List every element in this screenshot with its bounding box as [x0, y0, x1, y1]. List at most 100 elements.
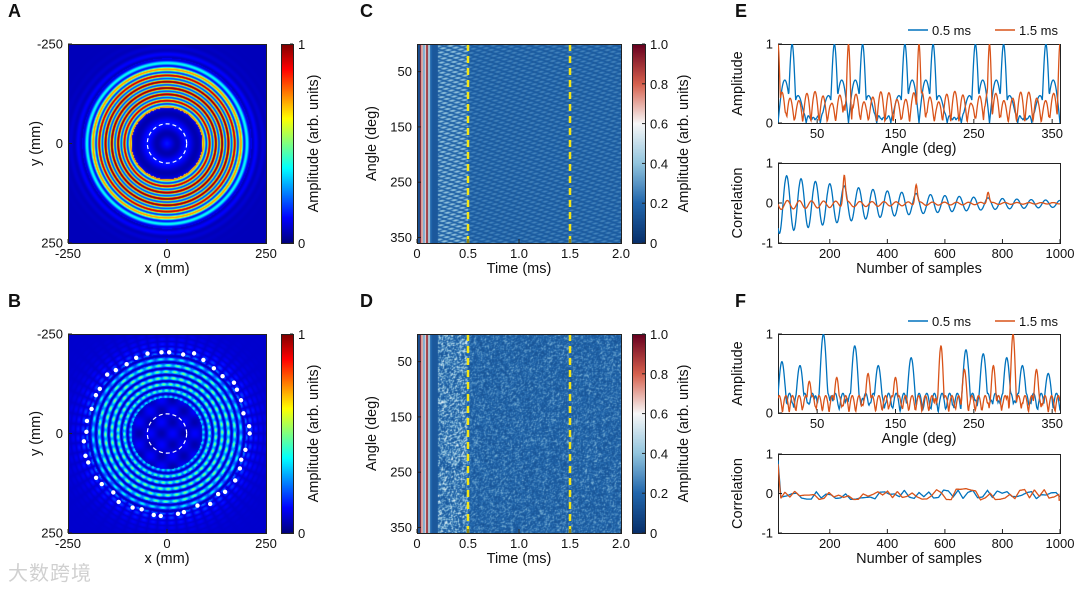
- colorbar: [281, 44, 293, 243]
- transducer-dot: [158, 513, 163, 519]
- x-tick-label: 0: [413, 536, 420, 551]
- y-axis-label: Angle (deg): [364, 396, 380, 471]
- x-tick-label: 200: [819, 536, 841, 551]
- y-tick-label: 50: [398, 354, 412, 369]
- y-axis-label: y (mm): [28, 411, 44, 456]
- transducer-dot: [99, 481, 104, 487]
- y-axis-label: Correlation: [730, 168, 746, 239]
- colorbar: [632, 44, 645, 243]
- colorbar-tick-label: 0.6: [650, 407, 668, 422]
- y-tick-label: 0: [766, 406, 773, 421]
- plot-frame: [417, 334, 622, 534]
- watermark-text: 大数跨境: [8, 561, 92, 585]
- transducer-dot: [239, 457, 244, 462]
- dashed-circle: [146, 123, 188, 164]
- watermark: 大数跨境: [8, 557, 92, 586]
- y-tick-label: 350: [390, 230, 412, 245]
- transducer-dot: [104, 372, 110, 377]
- x-tick-label: 0: [163, 246, 170, 261]
- y-tick-label: 250: [41, 526, 63, 541]
- x-tick-label: 50: [810, 126, 824, 141]
- transducer-dot: [166, 350, 172, 355]
- colorbar-tick-label: 0: [298, 526, 305, 541]
- x-tick-label: 1.0: [510, 536, 528, 551]
- y-tick-label: 0: [56, 136, 63, 151]
- colorbar-tick-label: 0: [650, 526, 657, 541]
- transducer-dot: [234, 387, 240, 392]
- transducer-dot: [220, 374, 225, 379]
- series-line-1-5-ms: [778, 464, 1060, 502]
- transducer-dot: [84, 429, 89, 435]
- colorbar-tick-label: 0.4: [650, 156, 668, 171]
- legend-label: 0.5 ms: [932, 314, 972, 329]
- colorbar-tick-label: 0.2: [650, 486, 668, 501]
- dashed-circle: [146, 413, 188, 454]
- transducer-dot: [175, 511, 181, 517]
- y-tick-label: 0: [766, 486, 773, 501]
- panel-letter-d: D: [360, 291, 373, 311]
- x-tick-label: 0: [413, 246, 420, 261]
- transducer-dot: [243, 447, 248, 453]
- transducer-dot: [84, 418, 90, 424]
- heatmap-c: [417, 44, 621, 243]
- series-line-1-5-ms: [778, 44, 1060, 123]
- x-tick-label: 800: [992, 536, 1014, 551]
- y-tick-label: -1: [761, 236, 773, 251]
- transducer-dot: [139, 507, 144, 512]
- colorbar-frame: [281, 44, 294, 244]
- x-axis-label: Angle (deg): [882, 141, 957, 157]
- x-tick-label: 250: [255, 536, 277, 551]
- x-tick-label: 1.5: [561, 536, 579, 551]
- x-tick-label: 1.0: [510, 246, 528, 261]
- transducer-dot: [130, 505, 135, 510]
- transducer-dot: [145, 351, 150, 356]
- x-tick-label: 2.0: [612, 246, 630, 261]
- colorbar-tick-label: 0.8: [650, 77, 668, 92]
- x-tick-label: 0.5: [459, 536, 477, 551]
- x-tick-label: 200: [819, 246, 841, 261]
- y-tick-label: -1: [761, 526, 773, 541]
- colorbar: [281, 334, 293, 533]
- x-tick-label: 150: [885, 126, 907, 141]
- transducer-dot: [181, 509, 187, 515]
- transducer-dot: [83, 453, 88, 458]
- amplitude-map-b: [68, 334, 266, 533]
- x-tick-label: 0.5: [459, 246, 477, 261]
- transducer-dot: [116, 499, 121, 505]
- transducer-dot: [93, 392, 99, 398]
- transducer-dot: [222, 489, 228, 494]
- colorbar-frame: [632, 334, 646, 534]
- panel-letter-f: F: [735, 291, 746, 311]
- x-axis-label: x (mm): [144, 261, 189, 277]
- transducer-dot: [207, 501, 213, 507]
- transducer-dot: [191, 351, 197, 356]
- colorbar-tick-label: 1: [298, 37, 305, 52]
- colorbar-frame: [281, 334, 294, 534]
- colorbar-tick-label: 0: [650, 236, 657, 251]
- colorbar-tick-label: 0: [298, 236, 305, 251]
- x-tick-label: 1000: [1046, 536, 1075, 551]
- colorbar-label: Amplitude (arb. units): [676, 75, 692, 213]
- x-axis-label: Time (ms): [487, 551, 552, 567]
- transducer-dot: [211, 366, 217, 371]
- x-tick-label: 800: [992, 246, 1014, 261]
- y-tick-label: 0: [766, 116, 773, 131]
- y-tick-label: 1: [766, 37, 773, 52]
- legend-label: 1.5 ms: [1019, 314, 1059, 329]
- x-tick-label: 50: [810, 416, 824, 431]
- transducer-dot: [111, 490, 116, 495]
- transducer-dot: [97, 386, 102, 392]
- x-tick-label: -250: [55, 536, 81, 551]
- y-tick-label: 250: [41, 236, 63, 251]
- transducer-dot: [93, 475, 99, 480]
- x-tick-label: 2.0: [612, 536, 630, 551]
- transducer-dot: [195, 503, 200, 508]
- series-line-0-5-ms: [778, 334, 1060, 413]
- transducer-dot: [180, 352, 186, 357]
- transducer-dot: [233, 478, 238, 483]
- transducer-dot: [237, 466, 243, 471]
- panel-letter-a: A: [8, 1, 21, 21]
- x-axis-label: Number of samples: [856, 551, 982, 567]
- transducer-dot: [215, 491, 221, 497]
